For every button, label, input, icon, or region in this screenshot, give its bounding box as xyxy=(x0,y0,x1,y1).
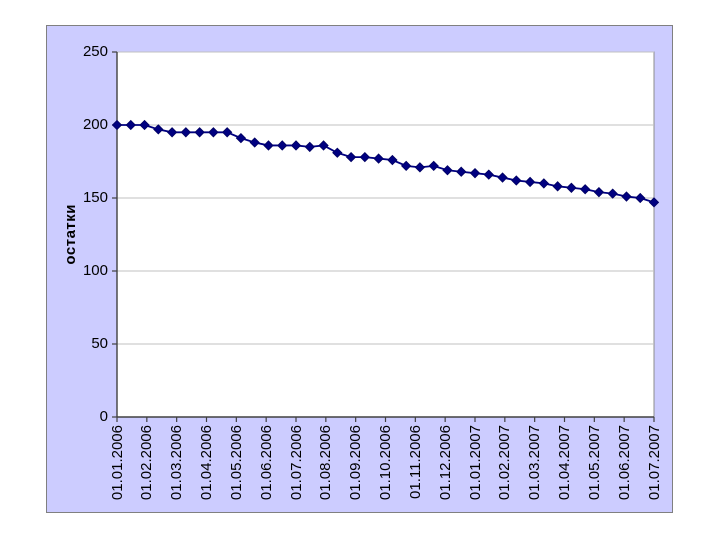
data-point-marker xyxy=(125,119,136,131)
x-tick-label: 01.03.2007 xyxy=(526,425,544,501)
x-tick-label: 01.09.2006 xyxy=(347,425,365,501)
y-axis-title: остатки xyxy=(61,204,79,265)
chart-area: остатки 0 50 100 150 200 250 01.01.2006 01.02.… xyxy=(46,25,673,513)
x-tick-label: 01.01.2006 xyxy=(108,425,126,501)
data-point-marker xyxy=(442,165,453,176)
data-point-marker xyxy=(277,140,288,151)
data-point-marker xyxy=(483,169,494,180)
data-point-marker xyxy=(456,166,467,177)
data-point-marker xyxy=(359,151,371,163)
data-point-marker xyxy=(566,182,577,193)
x-tick-label: 01.08.2006 xyxy=(317,425,335,501)
data-point-marker xyxy=(497,172,508,183)
x-tick-label: 01.05.2007 xyxy=(585,425,603,501)
data-point-marker xyxy=(263,140,274,151)
x-tick-label: 01.04.2007 xyxy=(556,425,573,501)
data-point-marker xyxy=(208,127,219,138)
data-point-marker xyxy=(400,160,412,172)
data-point-marker xyxy=(345,151,357,163)
x-tick-label: 01.02.2007 xyxy=(496,425,514,501)
data-point-marker xyxy=(648,197,660,208)
x-tick-label: 01.06.2007 xyxy=(615,425,633,501)
data-point-marker xyxy=(139,119,150,131)
data-point-marker xyxy=(511,175,522,186)
data-point-marker xyxy=(111,119,123,131)
x-tick-label: 01.07.2006 xyxy=(287,425,305,501)
data-point-marker xyxy=(235,132,247,144)
data-point-marker xyxy=(153,124,164,135)
x-tick-label: 01.07.2007 xyxy=(645,425,663,501)
y-tick-label: 50 xyxy=(91,335,108,352)
x-tick-label: 01.06.2006 xyxy=(257,425,275,501)
data-point-marker xyxy=(249,137,260,148)
data-point-marker xyxy=(180,127,192,138)
data-point-marker xyxy=(428,160,439,172)
data-point-marker xyxy=(304,141,315,153)
plot-area xyxy=(116,51,655,418)
data-point-marker xyxy=(593,186,605,198)
x-tick-label: 01.05.2006 xyxy=(227,425,245,501)
data-point-marker xyxy=(579,184,591,195)
y-tick-label: 250 xyxy=(82,43,108,60)
data-point-marker xyxy=(290,140,302,151)
line-chart xyxy=(111,51,660,422)
data-point-marker xyxy=(221,127,233,138)
y-tick-label: 200 xyxy=(82,116,108,133)
y-tick-label: 100 xyxy=(82,262,108,279)
data-point-marker xyxy=(552,181,563,192)
series-line xyxy=(117,124,655,204)
data-point-marker xyxy=(332,147,343,158)
data-point-marker xyxy=(387,154,398,166)
x-tick-label: 01.10.2006 xyxy=(377,425,394,501)
x-tick-label: 01.11.2006 xyxy=(406,425,424,499)
x-tick-label: 01.03.2006 xyxy=(168,425,186,501)
data-point-marker xyxy=(635,192,646,204)
x-tick-label: 01.04.2006 xyxy=(198,425,215,501)
y-axis-title-box: остатки xyxy=(59,52,81,417)
x-tick-label: 01.02.2006 xyxy=(138,425,156,501)
x-tick-label: 01.12.2006 xyxy=(436,425,454,501)
y-tick-label: 0 xyxy=(99,408,108,425)
data-point-marker xyxy=(318,140,329,151)
data-point-marker xyxy=(607,188,618,199)
data-point-marker xyxy=(621,191,632,202)
data-point-marker xyxy=(524,176,536,188)
data-point-marker xyxy=(414,162,426,173)
data-point-marker xyxy=(538,178,550,189)
data-point-marker xyxy=(166,127,178,138)
y-tick-label: 150 xyxy=(82,189,108,206)
data-point-marker xyxy=(194,127,205,138)
data-point-marker xyxy=(469,168,481,179)
x-tick-label: 01.01.2007 xyxy=(466,425,484,501)
data-point-marker xyxy=(373,153,384,164)
